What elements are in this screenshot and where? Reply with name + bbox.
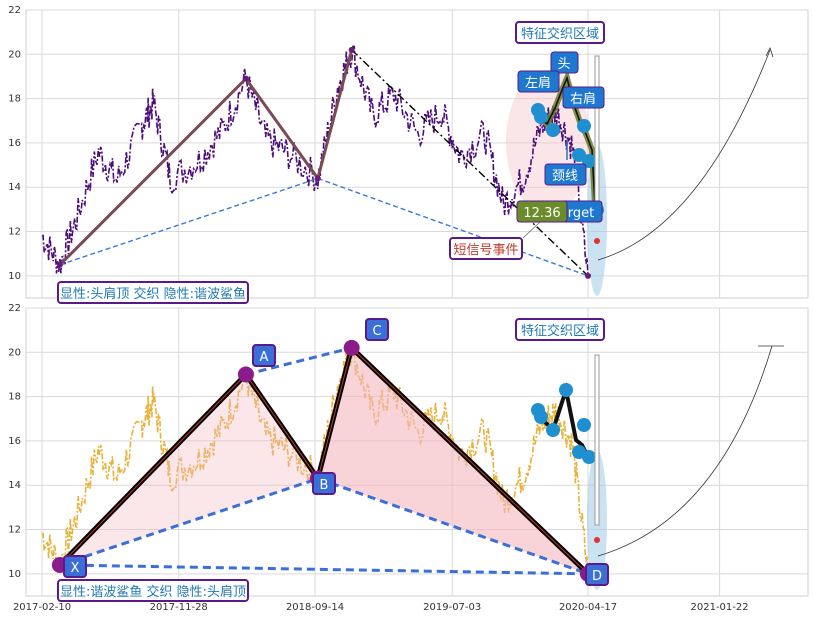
y-tick-label: 18 xyxy=(8,392,21,403)
point-d-box xyxy=(585,563,609,586)
signal-bar xyxy=(594,354,600,526)
x-tick-label: 2017-02-10 xyxy=(13,602,71,613)
top-footer: 显性:头肩顶 交织 隐性:谐波鲨鱼 xyxy=(60,286,246,302)
point-c-box xyxy=(365,318,389,341)
projection-arc xyxy=(597,49,771,261)
y-tick-label: 16 xyxy=(8,436,21,447)
projection-arc xyxy=(597,345,773,557)
short-signal-label: 短信号事件 xyxy=(453,243,518,258)
signal-bar xyxy=(594,55,600,207)
neckline-box xyxy=(544,163,587,186)
hs-dot xyxy=(577,119,591,133)
harmonic-legs xyxy=(58,49,354,266)
pattern-point xyxy=(237,366,254,383)
head-box xyxy=(550,51,579,74)
point-b-box xyxy=(312,472,336,495)
bottom-y-ticks: 10 12 14 16 18 20 22 xyxy=(8,303,21,580)
left-shoulder-box xyxy=(517,70,560,93)
point-a-box xyxy=(252,344,276,367)
neckline-label: 颈线 xyxy=(552,169,578,184)
base-line xyxy=(59,177,589,277)
top-region-box xyxy=(515,21,605,44)
ac-line xyxy=(245,346,353,376)
x-tick-label: 2018-09-14 xyxy=(286,602,344,613)
x-tick-label: 2019-07-03 xyxy=(423,602,481,613)
top-panel-frame xyxy=(25,9,809,299)
y-tick-label: 22 xyxy=(8,5,21,16)
y-tick-label: 10 xyxy=(8,569,21,580)
bottom-region-title: 特征交织区域 xyxy=(521,323,599,339)
right-shoulder-label: 右肩 xyxy=(570,91,596,107)
projection-line xyxy=(351,49,589,277)
hs-dot xyxy=(546,123,560,137)
point-b-label: B xyxy=(320,478,329,493)
y-tick-label: 16 xyxy=(8,138,21,149)
point-d-label: D xyxy=(592,569,602,584)
bottom-footer-box xyxy=(57,579,249,602)
target-word: rget xyxy=(568,206,594,221)
x-tick-label: 2020-04-17 xyxy=(559,602,617,613)
xab-triangle xyxy=(59,374,318,565)
top-panel: 10 12 14 16 18 20 22 xyxy=(8,5,809,299)
x-tick-label: 2021-01-22 xyxy=(691,602,749,613)
bottom-x-ticks: 2017-02-10 2017-11-28 2018-09-14 2019-07-03… xyxy=(13,602,749,613)
top-labels: 特征交织区域 头 左肩 右肩 颈线 rget 12.36 短信号事件 显性:头肩… xyxy=(57,21,605,304)
pattern-point xyxy=(343,339,360,356)
target-value-box xyxy=(516,200,568,223)
bottom-grid xyxy=(26,307,808,596)
top-region-title: 特征交织区域 xyxy=(521,26,599,42)
harmonic-point xyxy=(242,75,249,82)
short-signal-leader xyxy=(522,221,541,239)
target-value: 12.36 xyxy=(523,206,560,221)
projection-arrowhead xyxy=(765,46,774,58)
bottom-panel: 10 12 14 16 18 20 22 2017-02-10 2017-11-28 2018-… xyxy=(8,303,809,613)
bottom-labels: 特征交织区域 A C B X D 显性:谐波鲨鱼 交织 隐性:头肩顶 xyxy=(57,318,609,602)
y-tick-label: 20 xyxy=(8,49,21,60)
top-y-ticks: 10 12 14 16 18 20 22 xyxy=(8,5,21,282)
head-label: 头 xyxy=(557,57,570,72)
signal-dot xyxy=(594,238,600,244)
hs-dot xyxy=(546,423,560,437)
point-a-label: A xyxy=(260,350,269,365)
point-x-label: X xyxy=(71,561,80,576)
hs-dot xyxy=(582,450,596,464)
y-tick-label: 14 xyxy=(8,182,21,193)
hs-dot xyxy=(534,110,548,124)
y-tick-label: 12 xyxy=(8,227,21,238)
harmonic-point xyxy=(56,261,63,268)
hs-dot xyxy=(534,410,548,424)
top-footer-box xyxy=(57,281,249,304)
short-signal-box xyxy=(449,237,523,260)
right-shoulder-box xyxy=(562,86,605,109)
hs-dot xyxy=(577,418,591,432)
y-tick-label: 18 xyxy=(8,94,21,105)
left-shoulder-label: 左肩 xyxy=(525,75,551,91)
harmonic-point xyxy=(314,175,321,182)
harmonic-point xyxy=(348,46,355,53)
y-tick-label: 12 xyxy=(8,525,21,536)
bottom-region-box xyxy=(515,318,605,341)
y-tick-label: 14 xyxy=(8,480,21,491)
y-tick-label: 20 xyxy=(8,347,21,358)
y-tick-label: 22 xyxy=(8,303,21,314)
price-line xyxy=(41,45,589,276)
y-tick-label: 10 xyxy=(8,271,21,282)
point-c-label: C xyxy=(372,324,381,339)
signal-dot xyxy=(594,537,600,543)
x-tick-label: 2017-11-28 xyxy=(150,602,208,613)
xd-line xyxy=(59,563,589,576)
bottom-footer: 显性:谐波鲨鱼 交织 隐性:头肩顶 xyxy=(60,584,246,600)
point-x-box xyxy=(63,555,87,578)
end-point xyxy=(585,272,591,279)
bcd-triangle xyxy=(317,347,588,574)
hs-dot xyxy=(559,383,573,397)
